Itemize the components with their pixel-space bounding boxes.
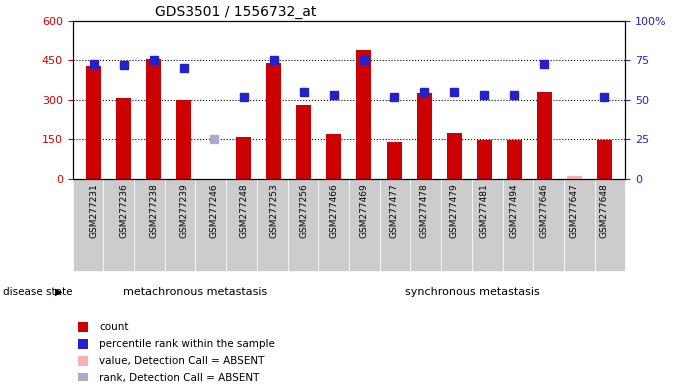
Text: GSM277648: GSM277648 bbox=[600, 183, 609, 238]
Bar bbox=[326, 134, 341, 179]
Text: percentile rank within the sample: percentile rank within the sample bbox=[99, 339, 275, 349]
Text: GSM277478: GSM277478 bbox=[419, 183, 428, 238]
Text: rank, Detection Call = ABSENT: rank, Detection Call = ABSENT bbox=[99, 372, 259, 382]
Text: GSM277466: GSM277466 bbox=[330, 183, 339, 238]
Text: value, Detection Call = ABSENT: value, Detection Call = ABSENT bbox=[99, 356, 265, 366]
Text: GSM277494: GSM277494 bbox=[510, 183, 519, 238]
Bar bbox=[417, 93, 432, 179]
Bar bbox=[116, 98, 131, 179]
Text: GSM277256: GSM277256 bbox=[299, 183, 308, 238]
Text: synchronous metastasis: synchronous metastasis bbox=[405, 287, 540, 297]
Bar bbox=[567, 176, 582, 179]
Text: GDS3501 / 1556732_at: GDS3501 / 1556732_at bbox=[155, 5, 317, 19]
Bar bbox=[236, 137, 252, 179]
Text: disease state: disease state bbox=[3, 287, 73, 297]
Bar bbox=[357, 50, 372, 179]
Text: GSM277479: GSM277479 bbox=[450, 183, 459, 238]
Text: GSM277239: GSM277239 bbox=[179, 183, 188, 238]
Bar bbox=[537, 92, 551, 179]
Text: GSM277647: GSM277647 bbox=[570, 183, 579, 238]
Text: GSM277236: GSM277236 bbox=[119, 183, 128, 238]
Text: GSM277231: GSM277231 bbox=[89, 183, 98, 238]
Text: GSM277238: GSM277238 bbox=[149, 183, 158, 238]
Text: GSM277469: GSM277469 bbox=[359, 183, 368, 238]
Bar bbox=[176, 100, 191, 179]
Bar bbox=[266, 63, 281, 179]
Text: GSM277481: GSM277481 bbox=[480, 183, 489, 238]
Bar bbox=[477, 140, 492, 179]
Bar bbox=[86, 66, 101, 179]
Text: GSM277246: GSM277246 bbox=[209, 183, 218, 238]
Bar bbox=[296, 105, 312, 179]
Bar bbox=[386, 142, 401, 179]
Text: GSM277646: GSM277646 bbox=[540, 183, 549, 238]
Text: GSM277477: GSM277477 bbox=[390, 183, 399, 238]
Text: ▶: ▶ bbox=[55, 287, 62, 297]
Text: metachronous metastasis: metachronous metastasis bbox=[122, 287, 267, 297]
Text: GSM277248: GSM277248 bbox=[239, 183, 248, 238]
Text: GSM277253: GSM277253 bbox=[269, 183, 278, 238]
Bar bbox=[446, 132, 462, 179]
Bar bbox=[146, 59, 161, 179]
Text: count: count bbox=[99, 322, 129, 332]
Bar bbox=[597, 140, 612, 179]
Bar bbox=[507, 140, 522, 179]
